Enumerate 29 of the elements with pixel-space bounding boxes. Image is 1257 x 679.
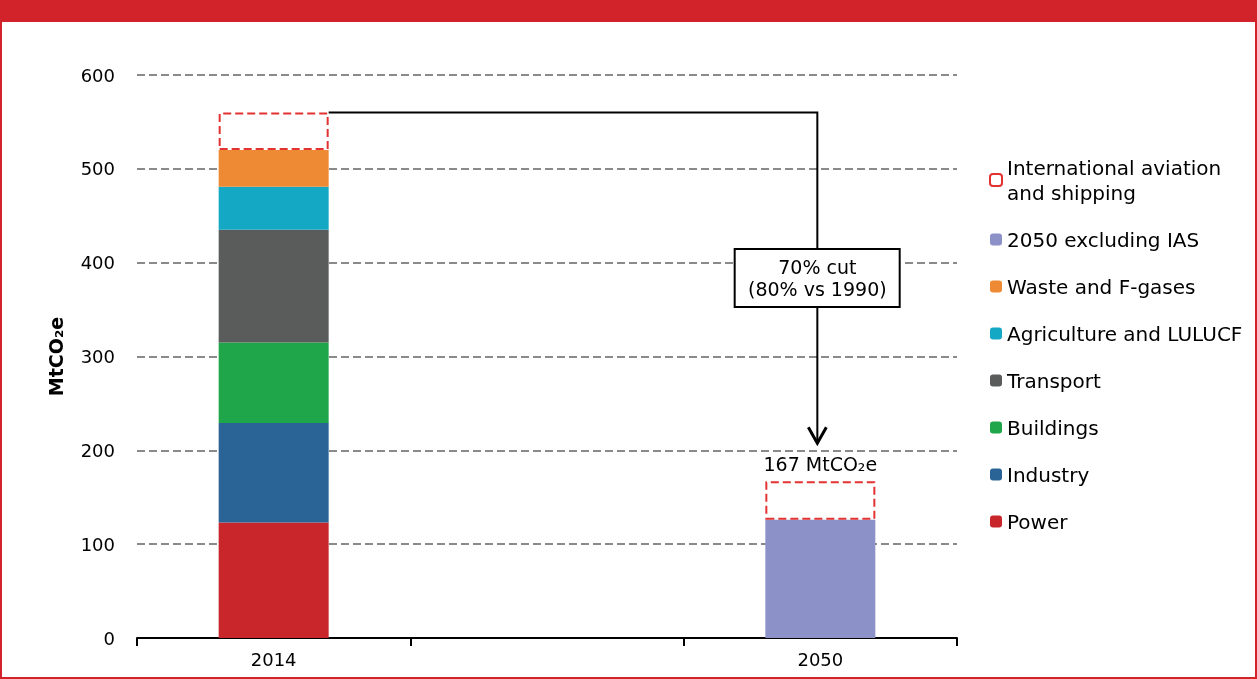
- y-tick-label: 600: [80, 64, 115, 86]
- annotation: 70% cut (80% vs 1990): [734, 247, 901, 308]
- bar: [218, 150, 329, 187]
- bar: [218, 112, 329, 151]
- y-tick-label: 500: [80, 158, 115, 180]
- y-tick-label: 100: [80, 533, 115, 555]
- legend-label: Power: [1007, 509, 1069, 534]
- bar: [218, 522, 329, 638]
- bar: [218, 186, 329, 230]
- annotation: 167 MtCO₂e: [763, 453, 878, 476]
- y-tick-label: 0: [103, 627, 115, 649]
- bar: [765, 519, 876, 638]
- y-tick-label: 400: [80, 252, 115, 274]
- legend-label: Transport: [1006, 368, 1102, 393]
- y-axis-title: MtCO₂e: [44, 316, 67, 397]
- legend-label: Industry: [1007, 462, 1090, 487]
- bar: [218, 229, 329, 343]
- bar: [218, 423, 329, 523]
- bar: [765, 481, 876, 520]
- y-tick-label: 200: [80, 439, 115, 461]
- legend-label: Buildings: [1007, 415, 1099, 440]
- x-tick-label: 2014: [250, 648, 297, 670]
- legend-label: 2050 excluding IAS: [1007, 227, 1200, 252]
- legend-label: Agriculture and LULUCF: [1007, 321, 1243, 346]
- legend-label: International aviation and shipping: [1007, 155, 1228, 205]
- y-tick-label: 300: [80, 346, 115, 367]
- legend-label: Waste and F-gases: [1007, 274, 1196, 299]
- x-tick-label: 2050: [797, 648, 844, 670]
- bar: [218, 342, 329, 424]
